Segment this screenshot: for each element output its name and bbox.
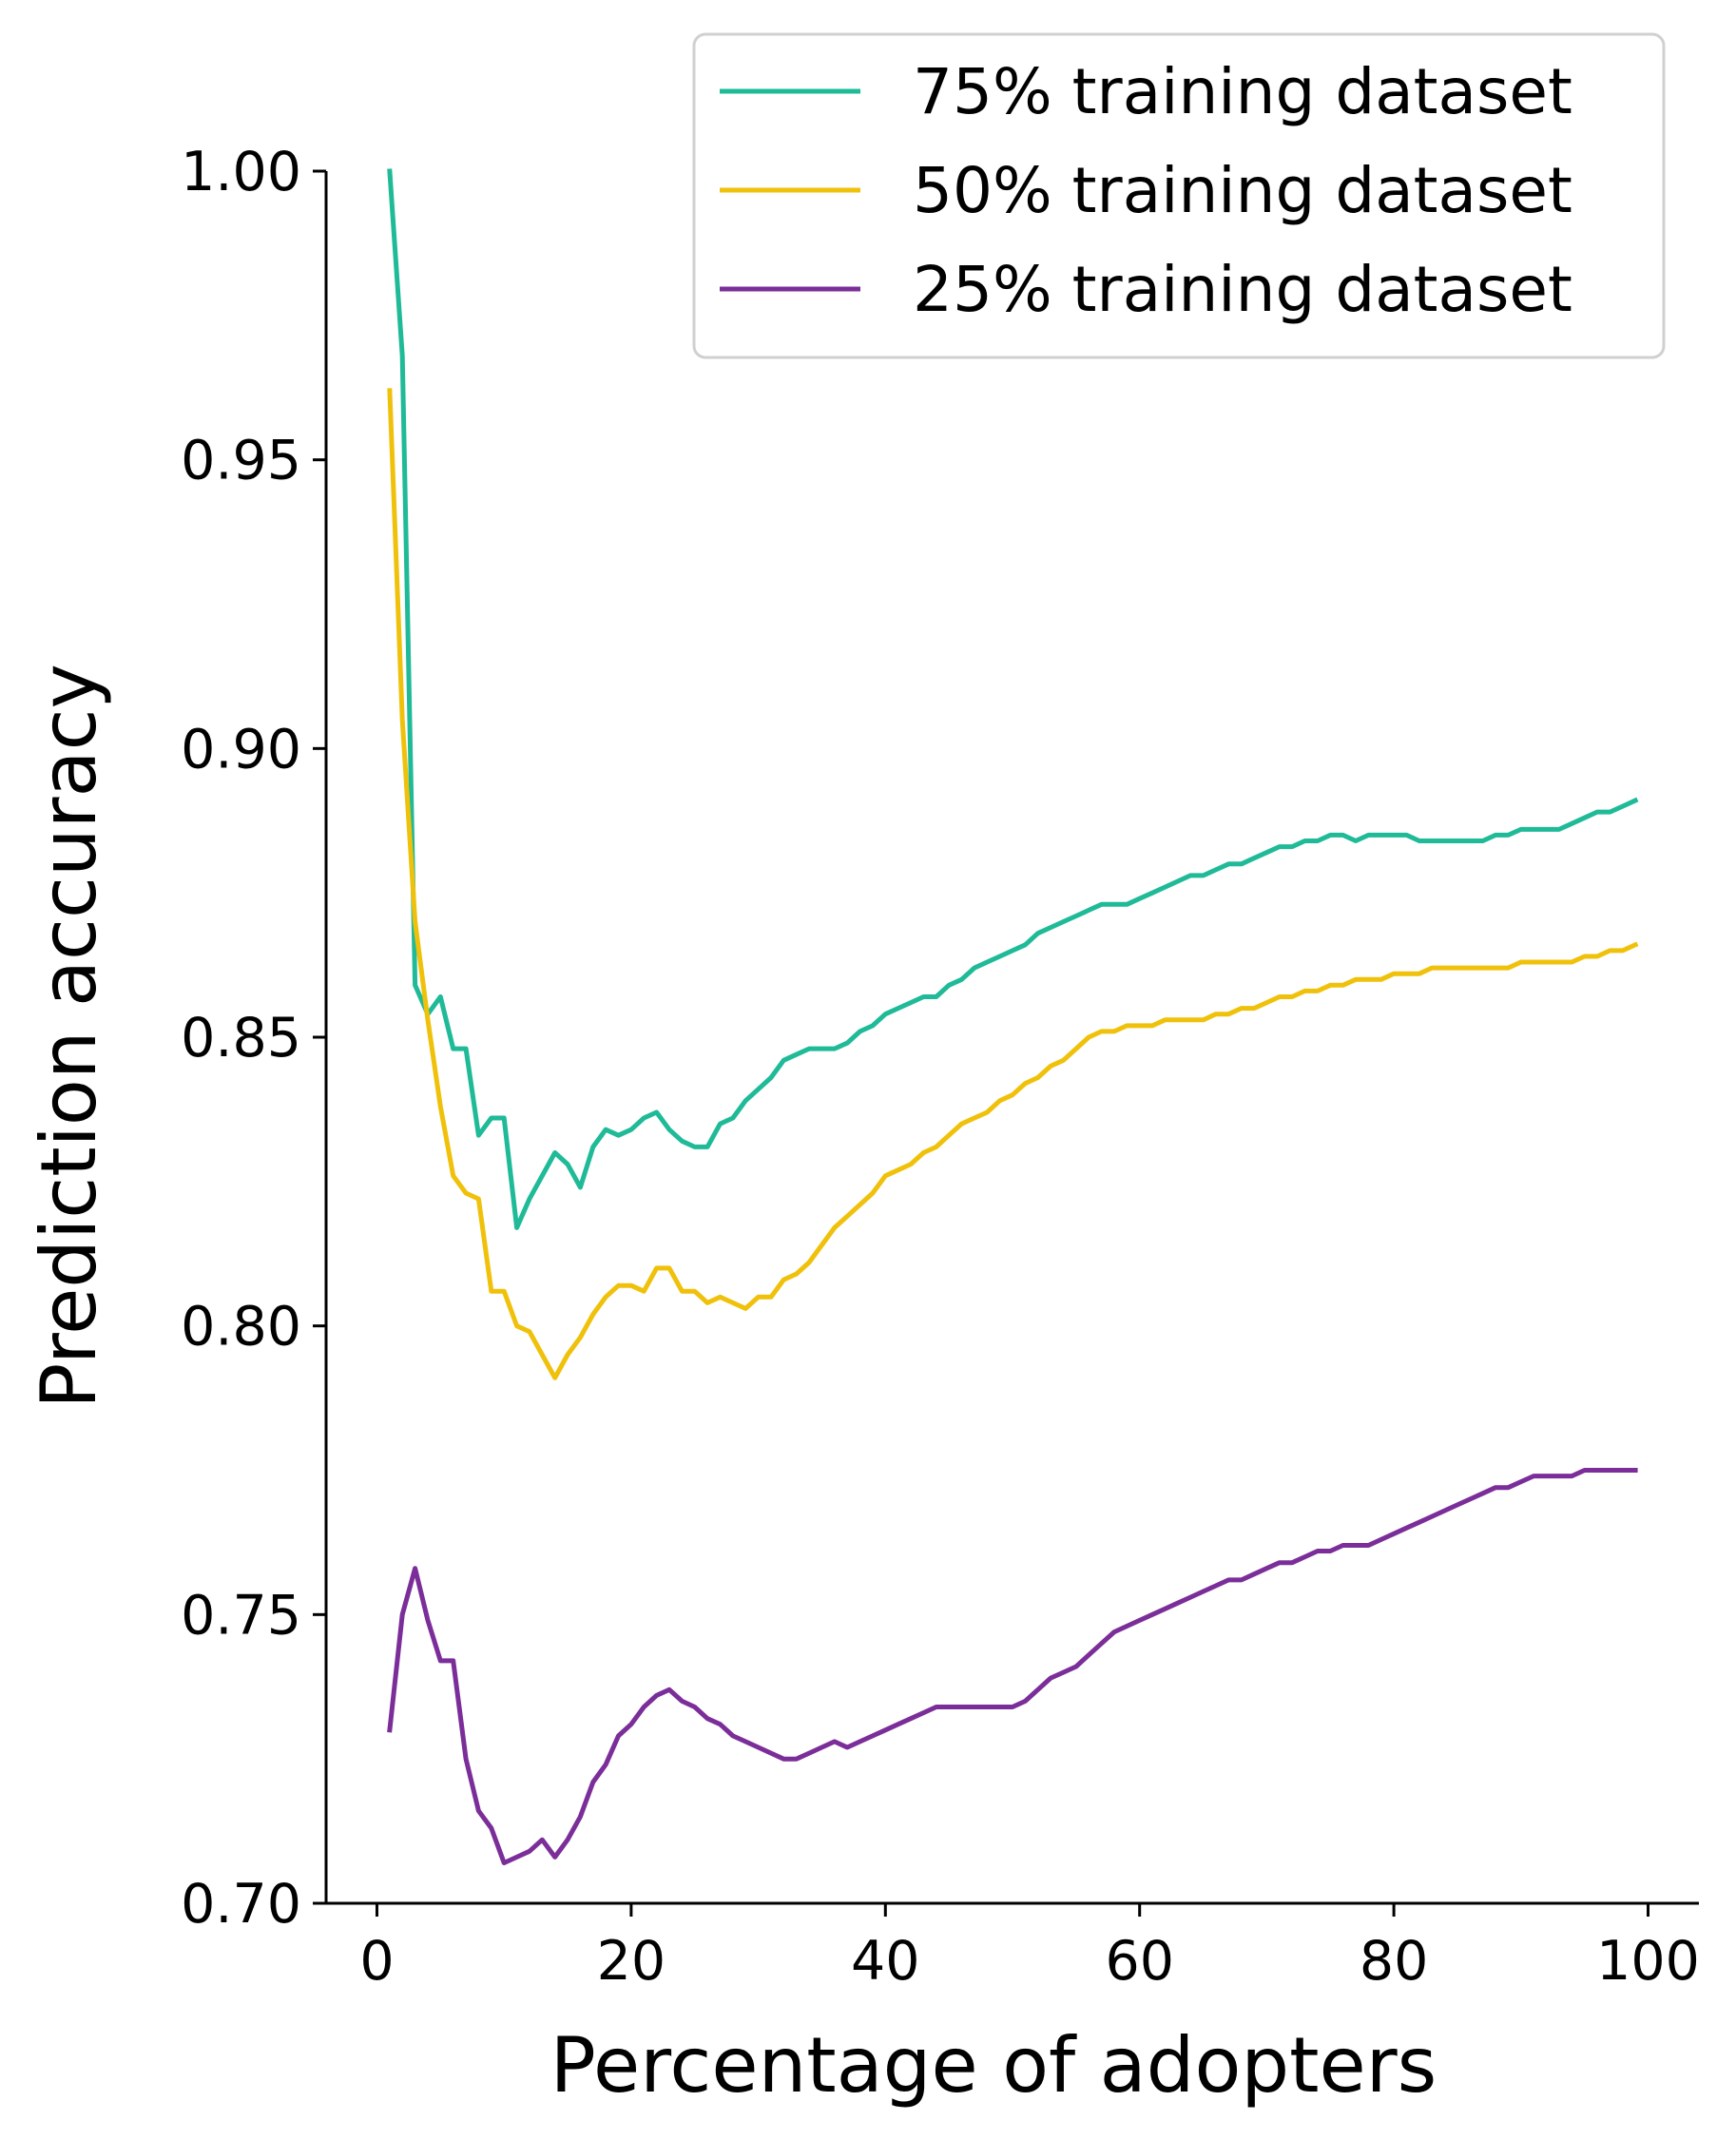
y-tick-label: 0.90 <box>181 718 301 781</box>
legend-frame <box>692 32 1666 359</box>
series-line-2 <box>387 388 1639 1380</box>
x-tick-label: 60 <box>1105 1930 1174 1993</box>
legend-items: 75% training dataset 50% training dataset… <box>720 55 1572 326</box>
legend-label-2: 50% training dataset <box>913 154 1572 227</box>
x-axis-title: Percentage of adopters <box>550 2021 1437 2110</box>
x-tick-label: 20 <box>597 1930 666 1993</box>
x-tick-label: 40 <box>851 1930 920 1993</box>
legend: 75% training dataset 50% training dataset… <box>692 32 1666 359</box>
y-axis-ticks: 0.70 0.75 0.80 0.85 0.90 0.95 1.00 <box>181 141 326 1936</box>
plot-area: 0.70 0.75 0.80 0.85 0.90 0.95 1.00 0 20 40 60 80 10… <box>181 141 1700 1993</box>
y-tick-label: 0.85 <box>181 1007 301 1070</box>
x-tick-label: 0 <box>359 1930 394 1993</box>
series-line-1 <box>387 168 1639 1230</box>
x-tick-label: 80 <box>1360 1930 1429 1993</box>
y-axis-title: Prediction accuracy <box>25 664 113 1409</box>
y-tick-label: 0.80 <box>181 1296 301 1359</box>
legend-label-1: 75% training dataset <box>913 55 1572 128</box>
series-layer <box>387 168 1639 1865</box>
x-tick-label: 100 <box>1596 1930 1700 1993</box>
y-tick-label: 0.95 <box>181 430 301 492</box>
x-axis-ticks: 0 20 40 60 80 100 <box>359 1903 1700 1993</box>
y-tick-label: 0.70 <box>181 1873 301 1936</box>
y-tick-label: 0.75 <box>181 1584 301 1647</box>
legend-label-3: 25% training dataset <box>913 253 1572 326</box>
series-line-3 <box>387 1468 1638 1865</box>
y-tick-label: 1.00 <box>181 141 301 203</box>
